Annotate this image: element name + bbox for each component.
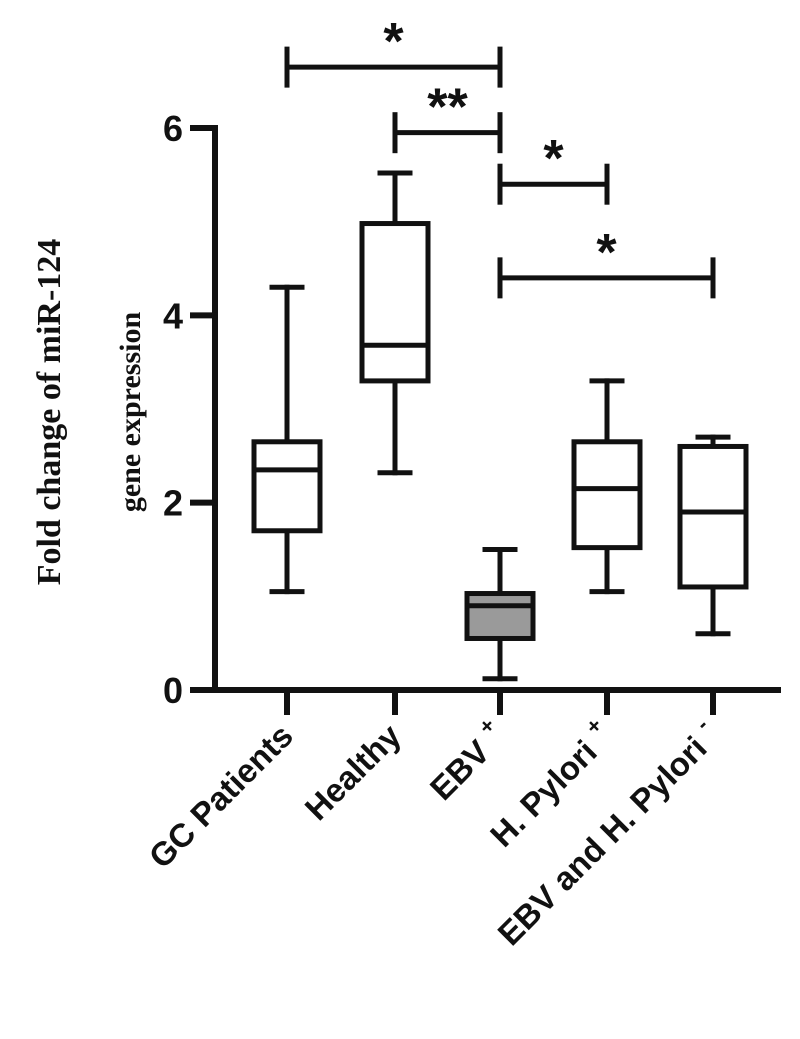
category-superscript: + (580, 713, 607, 740)
y-axis-title-line-2: gene expression (114, 312, 147, 513)
box-0 (251, 284, 323, 595)
category-superscript: + (473, 713, 500, 740)
y-axis-ticks: 0 2 4 6 (163, 108, 218, 711)
box-iqr (677, 443, 749, 590)
box-iqr (571, 439, 643, 551)
boxes (251, 170, 749, 682)
significance-brackets: ***** (284, 13, 716, 299)
category-name: EBV (423, 733, 497, 807)
significance-bracket-1: ** (392, 79, 503, 154)
category-superscript: - (690, 713, 713, 736)
y-axis-title: Fold change of miR-124 gene expression (31, 239, 147, 586)
x-category-label: GC Patients (142, 717, 300, 875)
significance-label: * (596, 224, 617, 282)
y-tick-label: 0 (163, 670, 183, 711)
significance-label: * (543, 130, 564, 188)
box-iqr (251, 439, 323, 534)
y-tick-label: 4 (163, 295, 183, 336)
box-4 (677, 434, 749, 637)
y-tick-label: 6 (163, 108, 183, 149)
box-2 (464, 547, 536, 682)
category-name: EBV and H. Pylori (490, 729, 713, 952)
box-iqr (464, 591, 536, 641)
category-name: Healthy (297, 716, 408, 827)
x-category-label: Healthy (297, 716, 408, 827)
y-tick-label: 2 (163, 483, 183, 524)
significance-label: * (383, 13, 404, 71)
significance-bracket-3: * (497, 224, 716, 299)
x-category-label: EBV+ (418, 713, 513, 808)
significance-bracket-0: * (284, 13, 503, 88)
axes (212, 125, 781, 715)
y-axis-title-line-1: Fold change of miR-124 (31, 239, 68, 586)
significance-label: ** (427, 79, 468, 137)
significance-bracket-2: * (497, 130, 610, 205)
box-iqr (359, 221, 431, 384)
box-1 (359, 170, 431, 476)
category-name: GC Patients (142, 717, 300, 875)
box-3 (571, 378, 643, 595)
